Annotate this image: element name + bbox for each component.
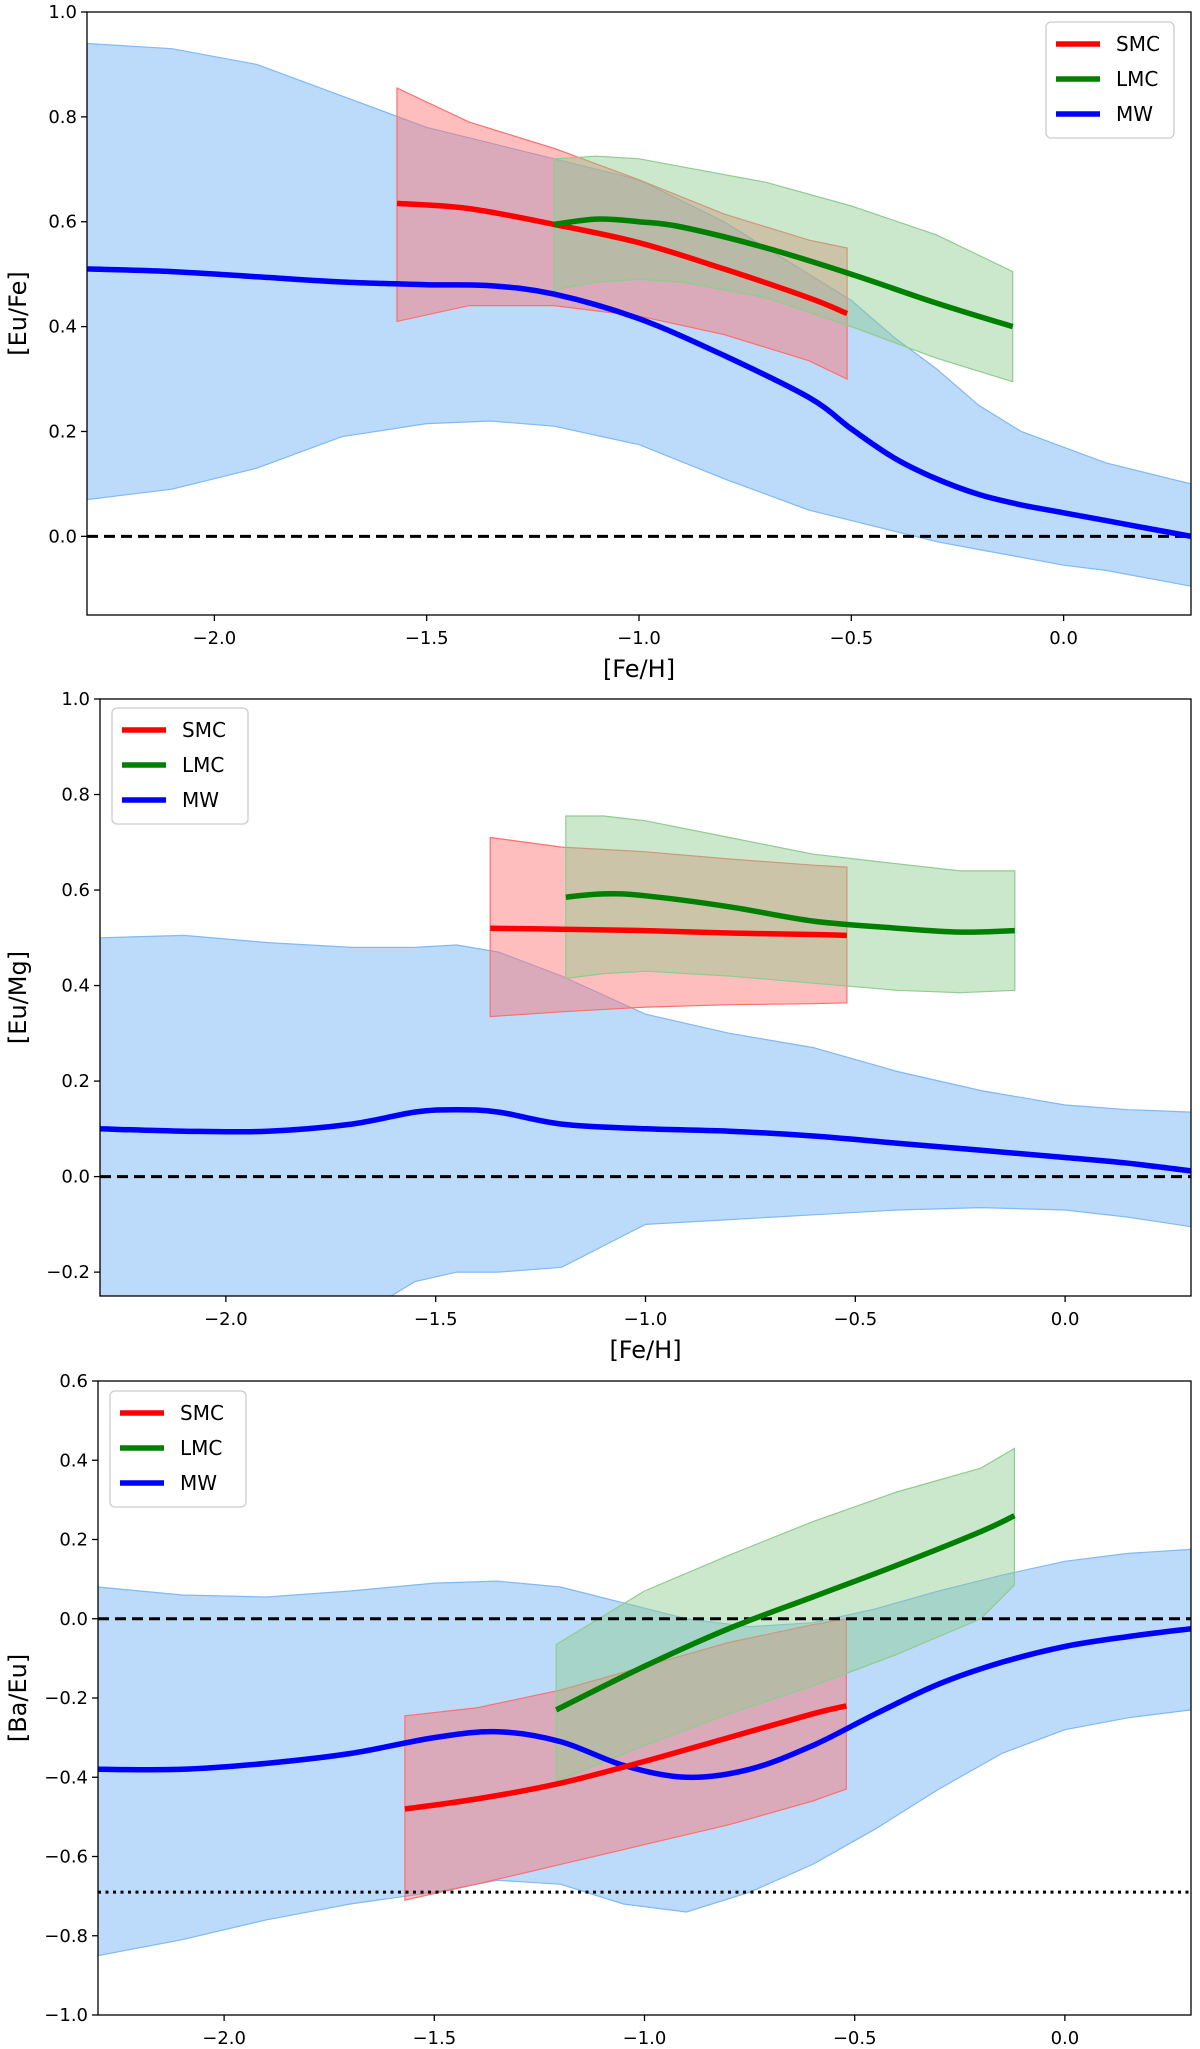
legend-label-mw: MW	[182, 788, 219, 812]
smc-band	[404, 1618, 847, 1901]
legend-label-smc: SMC	[180, 1401, 224, 1425]
x-tick-label: −1.5	[405, 628, 449, 649]
x-tick-label: −0.5	[833, 2028, 877, 2049]
lmc-line	[553, 216, 1014, 330]
x-tick-label: −1.0	[623, 2028, 667, 2049]
legend-box	[109, 1390, 247, 1508]
smc-band	[489, 836, 848, 1018]
panel-2: −2.0 −1.5 −1.0 −0.5 0.0 −0.2 0.0 0.2 0.4 0.6 0.8 1.…	[4, 689, 1192, 1364]
smc-band	[396, 87, 848, 380]
legend-box	[1045, 21, 1175, 139]
smc-line	[490, 925, 847, 939]
x-axis-label: [Fe/H]	[603, 655, 675, 683]
y-tick-label: 0.8	[48, 107, 77, 128]
y-tick-label: −0.8	[44, 1926, 88, 1947]
y-tick-label: 0.2	[48, 421, 77, 442]
lmc-line	[554, 1513, 1016, 1713]
panel-1: −2.0 −1.5 −1.0 −0.5 0.0 0.0 0.2 0.4 0.6 0.8 1.0 [Fe…	[4, 2, 1192, 683]
x-tick-label: 0.0	[1049, 628, 1078, 649]
smc-line	[404, 1703, 847, 1812]
mw-line	[87, 266, 1191, 540]
y-tick-label: 0.6	[61, 880, 90, 901]
legend: SMC LMC MW	[109, 1390, 247, 1508]
y-tick-label: 0.0	[61, 1167, 90, 1188]
mw-band	[87, 42, 1191, 587]
y-tick-label: −0.2	[44, 1688, 88, 1709]
y-tick-label: 0.0	[48, 526, 77, 547]
legend-label-mw: MW	[1116, 102, 1153, 126]
x-tick-label: −1.0	[624, 1309, 668, 1330]
panel-3: −2.0 −1.5 −1.0 −0.5 0.0 −1.0 −0.8 −0.6 −0.4 −0.2 0…	[4, 1371, 1192, 2049]
lmc-band	[555, 1447, 1015, 1783]
legend-label-lmc: LMC	[1116, 67, 1158, 91]
y-tick-label: −0.2	[46, 1262, 90, 1283]
y-tick-label: −1.0	[44, 2005, 88, 2026]
y-tick-label: 0.6	[48, 212, 77, 233]
legend-label-mw: MW	[180, 1471, 217, 1495]
plot-area	[100, 815, 1191, 1296]
y-axis-label: [Ba/Eu]	[4, 1654, 32, 1742]
y-tick-label: 0.0	[59, 1609, 88, 1630]
mw-line	[100, 1106, 1191, 1174]
legend: SMC LMC MW	[1045, 21, 1175, 139]
y-axis-label: [Eu/Fe]	[4, 271, 32, 355]
legend-label-smc: SMC	[182, 718, 226, 742]
y-tick-label: 0.4	[48, 317, 77, 338]
legend-label-smc: SMC	[1116, 32, 1160, 56]
y-tick-label: −0.6	[44, 1847, 88, 1868]
y-tick-label: 0.2	[59, 1530, 88, 1551]
x-tick-label: −1.5	[412, 2028, 456, 2049]
y-axis-label: [Eu/Mg]	[4, 951, 32, 1044]
legend-label-lmc: LMC	[180, 1436, 222, 1460]
y-tick-label: 1.0	[48, 2, 77, 23]
y-tick-label: 0.6	[59, 1371, 88, 1392]
x-axis-label: [Fe/H]	[609, 1336, 681, 1364]
smc-line	[396, 200, 849, 317]
mw-line	[98, 1625, 1191, 1781]
plot-area	[87, 42, 1191, 587]
legend-box	[111, 707, 249, 825]
legend: SMC LMC MW	[111, 707, 249, 825]
y-tick-label: −0.4	[44, 1767, 88, 1788]
lmc-band	[565, 815, 1016, 994]
y-tick-label: 0.4	[61, 976, 90, 997]
plot-area	[98, 1447, 1191, 1957]
legend-label-lmc: LMC	[182, 753, 224, 777]
y-tick-label: 1.0	[61, 689, 90, 710]
y-tick-label: 0.2	[61, 1071, 90, 1092]
mw-band	[100, 934, 1191, 1296]
y-tick-label: 0.8	[61, 785, 90, 806]
x-tick-label: −0.5	[829, 628, 873, 649]
x-tick-label: −2.0	[193, 628, 237, 649]
x-tick-label: −0.5	[833, 1309, 877, 1330]
y-tick-label: 0.4	[59, 1450, 88, 1471]
x-tick-label: −1.5	[414, 1309, 458, 1330]
lmc-line	[565, 891, 1015, 935]
x-tick-label: −2.0	[204, 1309, 248, 1330]
x-tick-label: 0.0	[1051, 2028, 1080, 2049]
x-tick-label: −1.0	[617, 628, 661, 649]
x-tick-label: −2.0	[202, 2028, 246, 2049]
x-tick-label: 0.0	[1051, 1309, 1080, 1330]
lmc-band	[553, 155, 1014, 383]
